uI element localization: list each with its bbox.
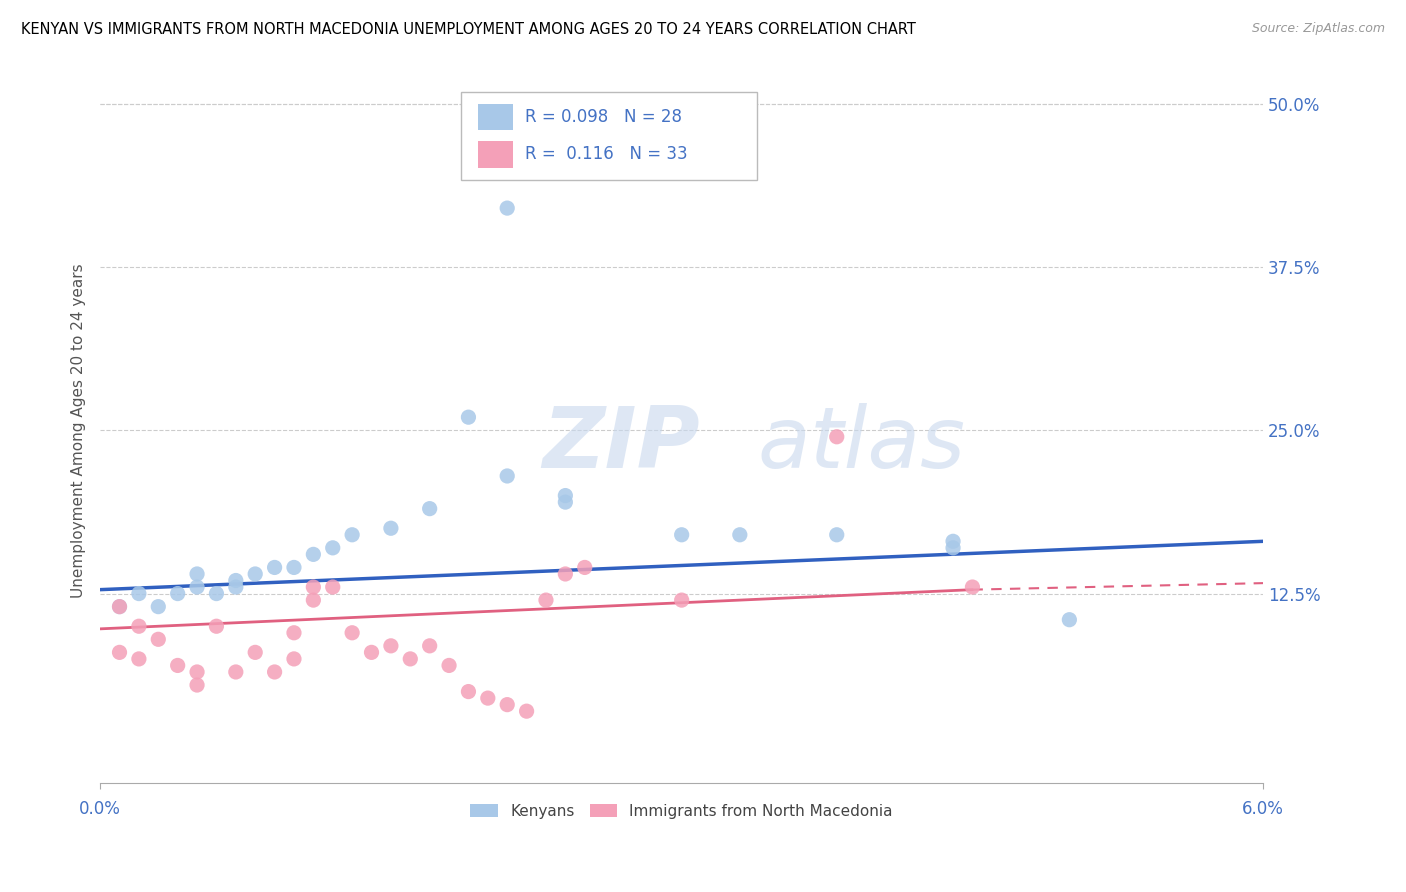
Point <box>128 586 150 600</box>
FancyBboxPatch shape <box>461 92 758 180</box>
Point <box>166 658 188 673</box>
Point <box>728 528 751 542</box>
Point <box>457 684 479 698</box>
Point <box>496 201 519 215</box>
Text: KENYAN VS IMMIGRANTS FROM NORTH MACEDONIA UNEMPLOYMENT AMONG AGES 20 TO 24 YEARS: KENYAN VS IMMIGRANTS FROM NORTH MACEDONI… <box>21 22 915 37</box>
Point <box>574 560 596 574</box>
Point <box>148 632 170 647</box>
Point <box>263 665 285 679</box>
Text: ZIP: ZIP <box>543 403 700 486</box>
Point <box>380 521 402 535</box>
Point <box>419 639 441 653</box>
Point <box>322 541 344 555</box>
Point <box>457 410 479 425</box>
Point <box>360 645 382 659</box>
Point <box>671 593 693 607</box>
Point <box>302 593 325 607</box>
Point <box>671 528 693 542</box>
Text: atlas: atlas <box>758 403 966 486</box>
FancyBboxPatch shape <box>478 141 513 168</box>
Point <box>477 691 499 706</box>
Point <box>554 566 576 581</box>
Point <box>825 528 848 542</box>
Point <box>108 599 131 614</box>
Point <box>128 619 150 633</box>
Text: R = 0.098   N = 28: R = 0.098 N = 28 <box>524 108 682 126</box>
Point <box>399 652 422 666</box>
Point <box>302 547 325 561</box>
Point <box>186 580 208 594</box>
Point <box>322 580 344 594</box>
Point <box>128 652 150 666</box>
FancyBboxPatch shape <box>478 103 513 130</box>
Point <box>263 560 285 574</box>
Point <box>283 625 305 640</box>
Point <box>283 652 305 666</box>
Point <box>302 580 325 594</box>
Point <box>534 593 557 607</box>
Point <box>380 639 402 653</box>
Point <box>186 665 208 679</box>
Point <box>496 469 519 483</box>
Point <box>108 599 131 614</box>
Point <box>205 619 228 633</box>
Point <box>340 528 363 542</box>
Text: Source: ZipAtlas.com: Source: ZipAtlas.com <box>1251 22 1385 36</box>
Point <box>516 704 538 718</box>
Point <box>225 665 247 679</box>
Point <box>942 541 965 555</box>
Point <box>942 534 965 549</box>
Point <box>186 678 208 692</box>
Point <box>225 580 247 594</box>
Point <box>496 698 519 712</box>
Y-axis label: Unemployment Among Ages 20 to 24 years: Unemployment Among Ages 20 to 24 years <box>72 263 86 598</box>
Point <box>554 495 576 509</box>
Text: R =  0.116   N = 33: R = 0.116 N = 33 <box>524 145 688 163</box>
Point <box>166 586 188 600</box>
Point <box>825 430 848 444</box>
Point <box>225 574 247 588</box>
Point <box>245 645 267 659</box>
Point <box>245 566 267 581</box>
Point <box>205 586 228 600</box>
Point <box>419 501 441 516</box>
Legend: Kenyans, Immigrants from North Macedonia: Kenyans, Immigrants from North Macedonia <box>464 797 898 825</box>
Point <box>962 580 984 594</box>
Point <box>186 566 208 581</box>
Point <box>1059 613 1081 627</box>
Point <box>283 560 305 574</box>
Point <box>437 658 460 673</box>
Point <box>108 645 131 659</box>
Point <box>554 489 576 503</box>
Point <box>340 625 363 640</box>
Point <box>148 599 170 614</box>
